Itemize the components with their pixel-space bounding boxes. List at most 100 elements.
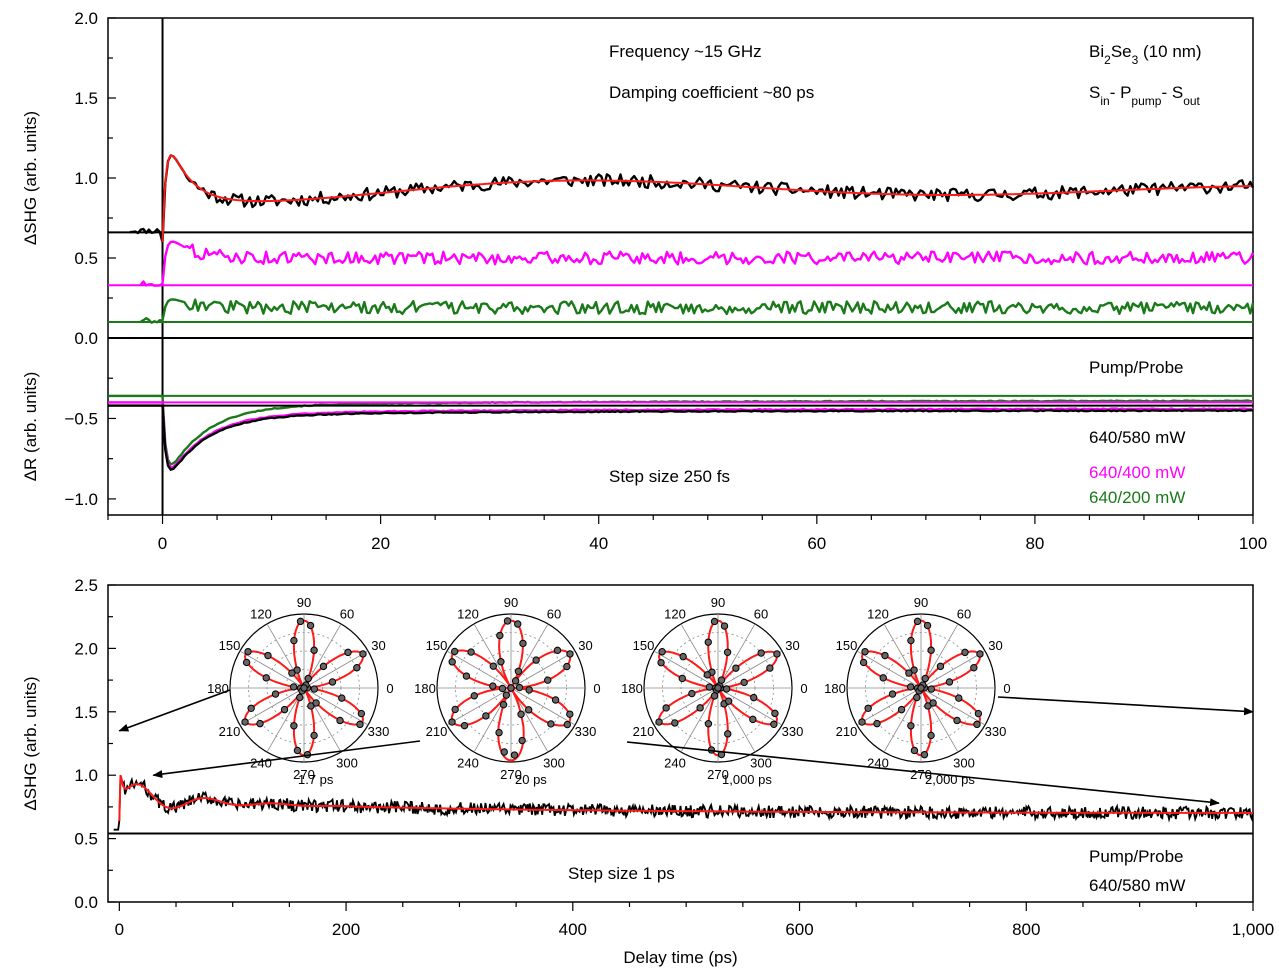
polar-angle-label: 300	[953, 755, 975, 770]
bottom-x-tick-label: 200	[332, 920, 360, 939]
polar-spoke	[653, 650, 719, 689]
polar-data-point	[563, 720, 572, 729]
polar-angle-label: 0	[800, 681, 807, 696]
shg-y-tick-label: 0.0	[74, 329, 98, 348]
polar-angle-label: 330	[575, 724, 597, 739]
top-x-tick-label: 60	[807, 534, 826, 553]
polar-data-point	[519, 639, 527, 648]
polar-data-point	[750, 693, 758, 702]
polar-inset-3: 0 30 60 90 120 150 180 210 240 270 300 330 1,000 ps	[621, 595, 807, 787]
polar-data-point	[566, 710, 574, 718]
polar-spoke	[653, 687, 719, 726]
polar-data-point	[961, 648, 969, 657]
polar-data-point	[497, 658, 505, 666]
polar-data-point	[328, 678, 337, 686]
polar-data-point	[907, 722, 915, 730]
text-part: - P	[1110, 83, 1132, 102]
shg-fit-curve	[161, 154, 1251, 243]
polar-data-point	[553, 646, 562, 655]
polar-angle-label: 120	[664, 607, 686, 622]
polar-data-point	[927, 646, 935, 654]
polar-data-point	[671, 719, 679, 727]
polar-data-point	[514, 620, 522, 628]
polar-angle-label: 60	[754, 607, 768, 622]
polar-data-point	[757, 649, 765, 657]
polar-data-point	[976, 650, 984, 658]
polar-angle-label: 150	[633, 638, 655, 653]
top-chart: 0 20 40 60 80 100 0.0 0.5 1.0 1.5 2.0 −1.0 −0.5 ΔSHG …	[21, 9, 1267, 553]
polar-data-point	[353, 664, 361, 672]
polar-data-point	[714, 684, 722, 692]
polar-data-point	[655, 718, 663, 726]
polar-data-point	[262, 674, 270, 682]
polar-data-point	[864, 704, 872, 712]
polar-angle-label: 90	[914, 595, 928, 610]
top-x-tick-label: 80	[1025, 534, 1044, 553]
polar-data-point	[861, 647, 869, 656]
polar-data-point	[290, 722, 298, 730]
polar-data-point	[500, 748, 508, 756]
polar-data-point	[359, 650, 367, 658]
subscript: in	[1100, 94, 1109, 108]
polar-data-point	[740, 678, 748, 687]
legend-200: 640/200 mW	[1089, 488, 1185, 507]
polar-data-point	[518, 736, 526, 745]
polar-data-point	[470, 692, 478, 700]
polar-data-point	[448, 658, 456, 666]
polar-data-point	[766, 664, 774, 672]
subscript: out	[1183, 94, 1200, 108]
polar-data-point	[704, 720, 713, 728]
inset-arrow-4	[997, 696, 1254, 716]
text-part: S	[1089, 83, 1100, 102]
sample-annotation: Bi2Se3 (10 nm)	[1089, 42, 1202, 67]
polar-data-point	[312, 699, 320, 707]
polar-data-point	[256, 719, 264, 728]
bottom-chart: 0 200 400 600 800 1,0000.00.51.01.52.02.5ΔSHG…	[21, 576, 1274, 967]
polar-data-point	[296, 617, 305, 626]
polar-data-point	[688, 689, 696, 698]
polar-data-point	[705, 683, 714, 691]
polar-angle-label: 270	[910, 767, 932, 782]
polar-data-point	[511, 677, 520, 685]
polar-angle-label: 270	[500, 767, 522, 782]
polar-data-point	[858, 718, 866, 726]
polar-data-point	[241, 718, 249, 726]
polar-data-point	[910, 746, 919, 755]
polar-angle-label: 330	[782, 724, 804, 739]
polar-data-point	[300, 684, 308, 692]
polar-data-point	[696, 704, 704, 712]
polar-data-point	[906, 683, 915, 691]
polar-data-point	[532, 656, 540, 664]
polar-data-point	[923, 621, 932, 630]
bottom-y-tick-label: 1.0	[74, 766, 98, 785]
polar-spoke	[920, 687, 986, 726]
polar-data-point	[503, 617, 512, 625]
polar-data-point	[974, 709, 983, 718]
dr-series-1	[108, 401, 1254, 470]
inset-arrow-2	[152, 740, 421, 779]
text-part: Se	[1111, 42, 1132, 61]
polar-data-point	[717, 676, 726, 684]
polar-data-point	[289, 683, 298, 691]
polar-spoke	[446, 687, 512, 726]
polar-data-point	[888, 690, 897, 698]
top-x-tick-label: 20	[371, 534, 390, 553]
bottom-y-tick-label: 2.5	[74, 576, 98, 595]
polar-data-point	[448, 718, 456, 726]
polar-data-point	[710, 617, 719, 626]
polar-angle-label: 60	[340, 607, 354, 622]
polar-data-point	[917, 684, 925, 692]
bottom-pump-probe-label: Pump/Probe	[1089, 847, 1184, 866]
polar-spoke	[856, 687, 922, 726]
polar-angle-label: 0	[1003, 681, 1010, 696]
polar-angle-label: 30	[988, 638, 1002, 653]
polar-angle-label: 180	[414, 681, 436, 696]
polar-angle-label: 60	[957, 607, 971, 622]
polar-data-point	[489, 662, 498, 670]
polar-data-point	[498, 684, 507, 693]
polar-data-point	[517, 710, 525, 718]
polar-angle-label: 150	[426, 638, 448, 653]
polar-data-point	[524, 706, 533, 714]
polar-spoke	[303, 687, 369, 726]
